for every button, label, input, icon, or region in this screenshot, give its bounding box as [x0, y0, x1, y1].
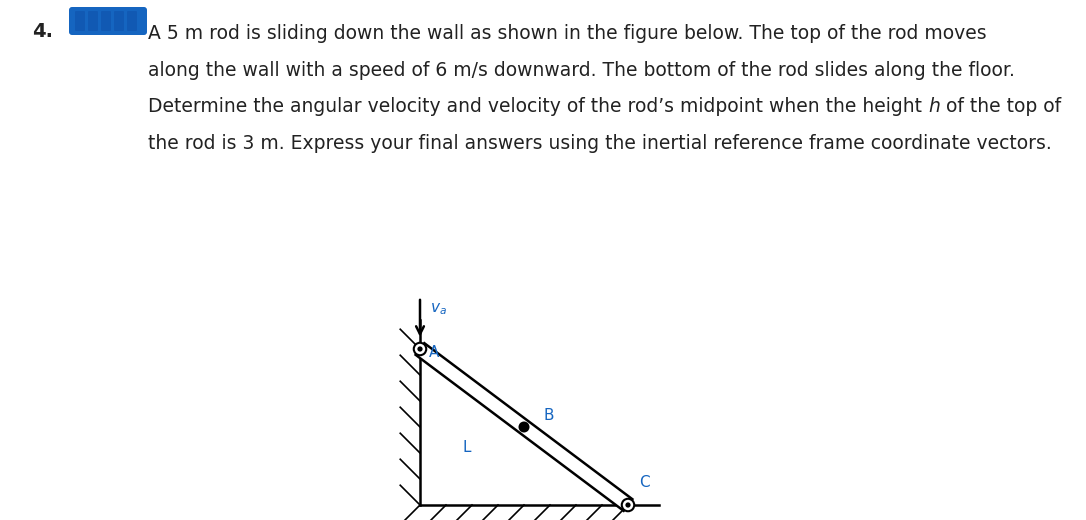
Text: L: L: [463, 440, 471, 456]
Polygon shape: [416, 343, 632, 511]
FancyBboxPatch shape: [88, 11, 98, 31]
Text: of the top of: of the top of: [939, 97, 1061, 116]
Circle shape: [417, 346, 422, 352]
Text: the rod is 3 m. Express your final answers using the inertial reference frame co: the rod is 3 m. Express your final answe…: [148, 134, 1051, 152]
Text: along the wall with a speed of 6 m/s downward. The bottom of the rod slides alon: along the wall with a speed of 6 m/s dow…: [148, 60, 1015, 80]
Circle shape: [414, 343, 426, 355]
Circle shape: [626, 502, 631, 508]
Circle shape: [518, 422, 530, 433]
FancyBboxPatch shape: [127, 11, 137, 31]
Circle shape: [622, 499, 634, 511]
Text: Determine the angular velocity and velocity of the rod’s midpoint when the heigh: Determine the angular velocity and veloc…: [148, 97, 929, 116]
Text: A: A: [429, 345, 440, 360]
Text: C: C: [640, 475, 651, 490]
FancyBboxPatch shape: [70, 7, 147, 35]
FancyBboxPatch shape: [75, 11, 85, 31]
Text: 4.: 4.: [31, 22, 53, 41]
Text: B: B: [544, 408, 554, 423]
Text: $v_a$: $v_a$: [430, 301, 447, 317]
Text: A 5 m rod is sliding down the wall as shown in the figure below. The top of the : A 5 m rod is sliding down the wall as sh…: [148, 24, 986, 43]
FancyBboxPatch shape: [114, 11, 124, 31]
FancyBboxPatch shape: [101, 11, 111, 31]
Text: h: h: [929, 97, 939, 116]
